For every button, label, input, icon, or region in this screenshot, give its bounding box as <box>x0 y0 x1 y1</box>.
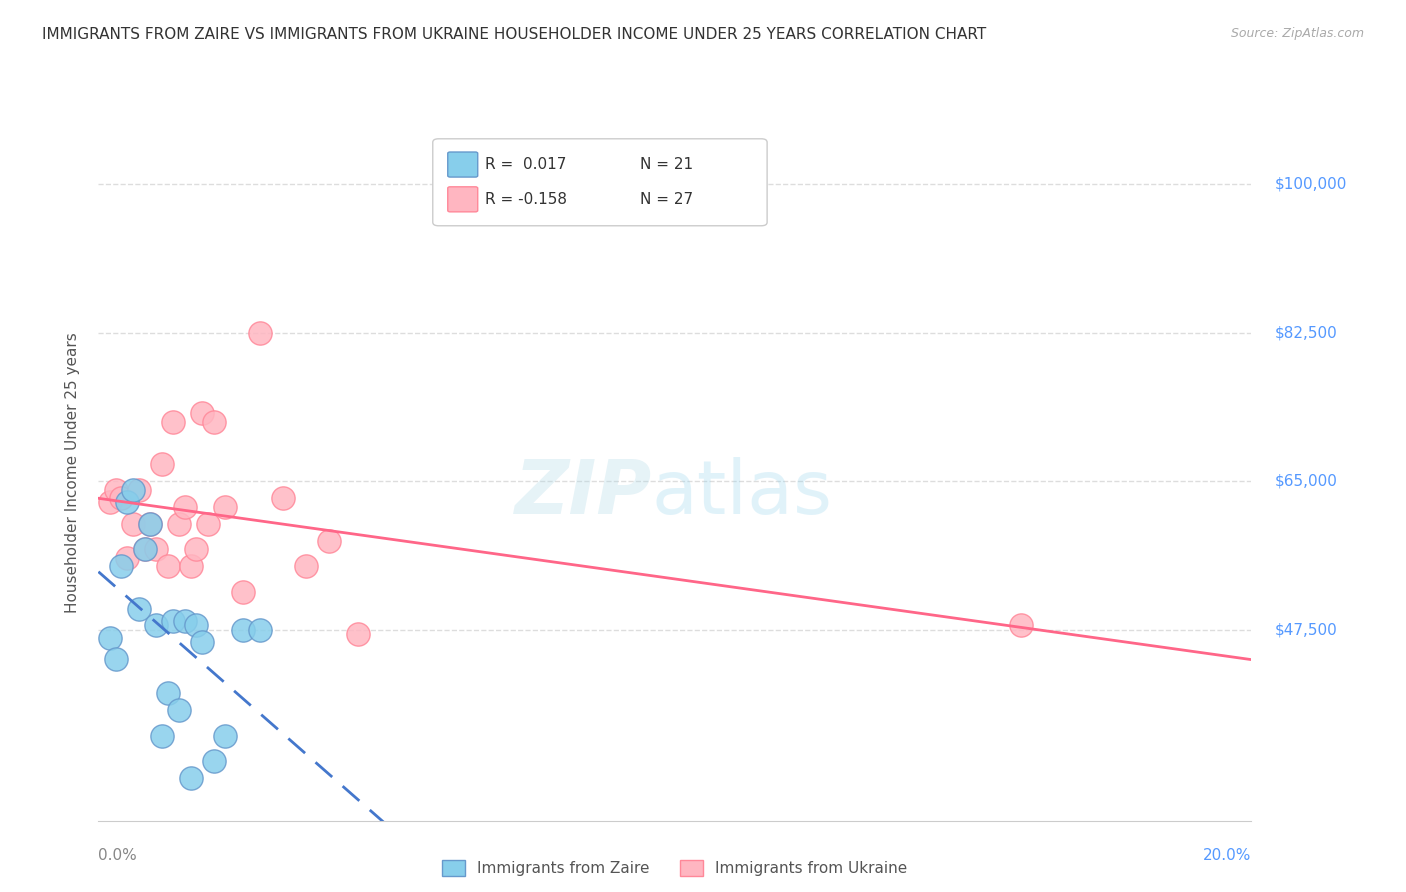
Point <box>318 533 340 548</box>
Point <box>134 542 156 557</box>
Point <box>134 542 156 557</box>
Legend: Immigrants from Zaire, Immigrants from Ukraine: Immigrants from Zaire, Immigrants from U… <box>436 855 914 882</box>
Point <box>110 491 132 506</box>
Point <box>202 415 225 429</box>
Point <box>191 635 214 649</box>
Text: $65,000: $65,000 <box>1274 474 1337 489</box>
Point <box>191 406 214 420</box>
Point <box>150 729 173 743</box>
Point <box>249 326 271 340</box>
FancyBboxPatch shape <box>433 139 768 226</box>
Text: $100,000: $100,000 <box>1274 177 1347 192</box>
Point <box>150 457 173 471</box>
Point <box>174 614 197 628</box>
Point <box>167 516 190 531</box>
Text: Source: ZipAtlas.com: Source: ZipAtlas.com <box>1230 27 1364 40</box>
Point <box>214 500 236 514</box>
Point <box>295 559 318 574</box>
Point <box>249 623 271 637</box>
Text: atlas: atlas <box>652 457 832 530</box>
Point <box>162 415 184 429</box>
Point <box>271 491 294 506</box>
Point <box>214 729 236 743</box>
Point <box>139 516 162 531</box>
Text: R =  0.017: R = 0.017 <box>485 157 567 172</box>
Point <box>98 631 121 645</box>
Point <box>156 559 179 574</box>
Point <box>110 559 132 574</box>
Point <box>346 627 368 641</box>
Point <box>186 542 208 557</box>
Point <box>117 495 138 509</box>
Text: $47,500: $47,500 <box>1274 623 1337 637</box>
Text: N = 21: N = 21 <box>640 157 693 172</box>
Point <box>104 483 127 497</box>
Point <box>1010 618 1032 632</box>
Point <box>128 483 150 497</box>
Point <box>139 516 162 531</box>
Point <box>231 584 254 599</box>
Point <box>202 754 225 768</box>
Point <box>167 703 190 717</box>
Point <box>122 483 145 497</box>
Point <box>231 623 254 637</box>
Point <box>186 618 208 632</box>
Point <box>104 652 127 666</box>
Point <box>180 771 202 785</box>
FancyBboxPatch shape <box>447 186 478 212</box>
Text: N = 27: N = 27 <box>640 192 693 207</box>
Text: R = -0.158: R = -0.158 <box>485 192 567 207</box>
Point <box>128 601 150 615</box>
Point <box>174 500 197 514</box>
Point <box>122 516 145 531</box>
Text: 20.0%: 20.0% <box>1204 848 1251 863</box>
Text: 0.0%: 0.0% <box>98 848 138 863</box>
Point <box>117 550 138 565</box>
Point <box>180 559 202 574</box>
FancyBboxPatch shape <box>447 152 478 177</box>
Point <box>162 614 184 628</box>
Text: $82,500: $82,500 <box>1274 326 1337 340</box>
Text: IMMIGRANTS FROM ZAIRE VS IMMIGRANTS FROM UKRAINE HOUSEHOLDER INCOME UNDER 25 YEA: IMMIGRANTS FROM ZAIRE VS IMMIGRANTS FROM… <box>42 27 987 42</box>
Point <box>98 495 121 509</box>
Point <box>145 542 167 557</box>
Point <box>145 618 167 632</box>
Text: ZIP: ZIP <box>515 457 652 530</box>
Point <box>156 686 179 700</box>
Point <box>197 516 219 531</box>
Y-axis label: Householder Income Under 25 years: Householder Income Under 25 years <box>65 333 80 613</box>
